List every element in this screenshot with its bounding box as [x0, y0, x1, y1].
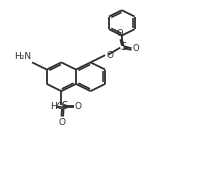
Text: O: O [59, 118, 66, 127]
Text: HO: HO [50, 102, 64, 111]
Text: S: S [121, 42, 127, 52]
Text: S: S [61, 101, 67, 111]
Text: O: O [75, 102, 82, 111]
Text: O: O [133, 44, 140, 53]
Text: O: O [106, 51, 113, 60]
Text: O: O [116, 29, 123, 38]
Text: H₂N: H₂N [14, 52, 31, 61]
